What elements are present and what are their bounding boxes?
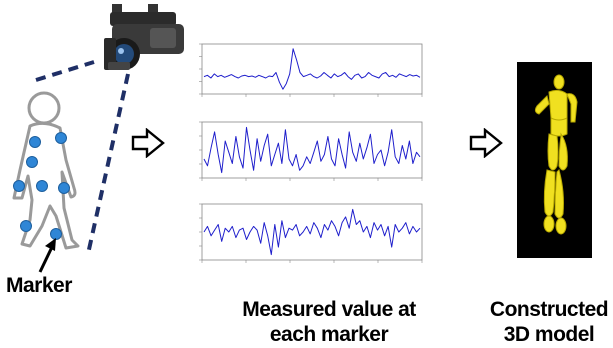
signal-plot-2	[199, 121, 423, 181]
signal-line	[203, 48, 421, 90]
signal-line	[203, 126, 421, 174]
camera-sight-line-top	[35, 60, 95, 82]
marker-dot	[36, 180, 48, 192]
signal-plot-1	[199, 43, 423, 97]
marker-dot	[55, 132, 67, 144]
camera-sight-line-bottom	[86, 73, 130, 255]
marker-dot	[13, 180, 25, 192]
plot-frame	[201, 121, 423, 179]
marker-dot	[20, 220, 32, 232]
signal-plot-3	[199, 203, 423, 263]
capture-scene	[0, 0, 190, 300]
outline-right-arrow-icon	[469, 128, 503, 158]
signal-plots	[180, 42, 442, 270]
measured-value-caption: Measured value at each marker	[214, 297, 444, 347]
constructed-model-caption: Constructed 3D model	[485, 297, 613, 347]
video-camera-icon	[104, 4, 184, 70]
measured-caption-line-1: Measured value at	[242, 298, 416, 321]
3d-skeleton-model-icon	[517, 62, 592, 258]
signal-line	[203, 208, 421, 256]
marker-pointer-arrow	[38, 238, 56, 273]
constructed-caption-line-1: Constructed	[489, 298, 609, 321]
marker-dot	[26, 156, 38, 168]
constructed-caption-line-2: 3D model	[503, 323, 595, 346]
marker-dot	[58, 182, 70, 194]
marker-dot	[50, 228, 62, 240]
measured-caption-line-2: each marker	[269, 323, 389, 346]
marker-dot	[29, 136, 41, 148]
marker-label: Marker	[6, 274, 72, 297]
plot-frame	[201, 43, 423, 95]
outline-right-arrow-icon	[131, 128, 165, 158]
